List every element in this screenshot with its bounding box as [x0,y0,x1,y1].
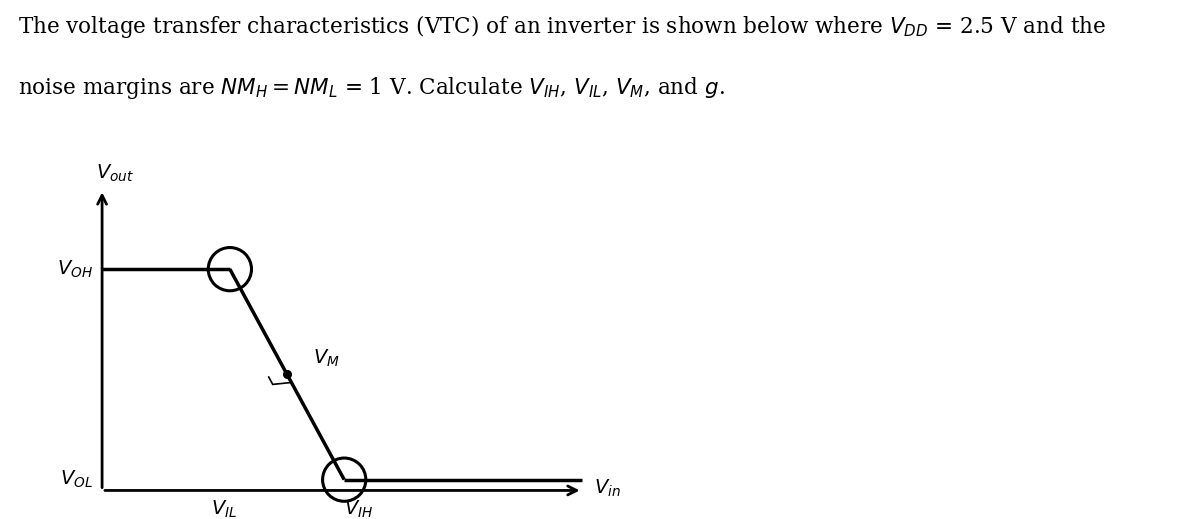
Text: $V_{IH}$: $V_{IH}$ [343,498,374,519]
Text: noise margins are $NM_H = NM_L$ = 1 V. Calculate $V_{IH}$, $V_{IL}$, $V_M$, and : noise margins are $NM_H = NM_L$ = 1 V. C… [18,75,724,101]
Text: $V_{OL}$: $V_{OL}$ [60,469,92,490]
Text: $V_M$: $V_M$ [313,348,340,369]
Text: $V_{IL}$: $V_{IL}$ [211,498,237,519]
Text: $V_{OH}$: $V_{OH}$ [56,258,92,280]
Text: $V_{out}$: $V_{out}$ [96,163,135,184]
Text: The voltage transfer characteristics (VTC) of an inverter is shown below where $: The voltage transfer characteristics (VT… [18,13,1106,40]
Text: $V_{in}$: $V_{in}$ [594,477,621,499]
